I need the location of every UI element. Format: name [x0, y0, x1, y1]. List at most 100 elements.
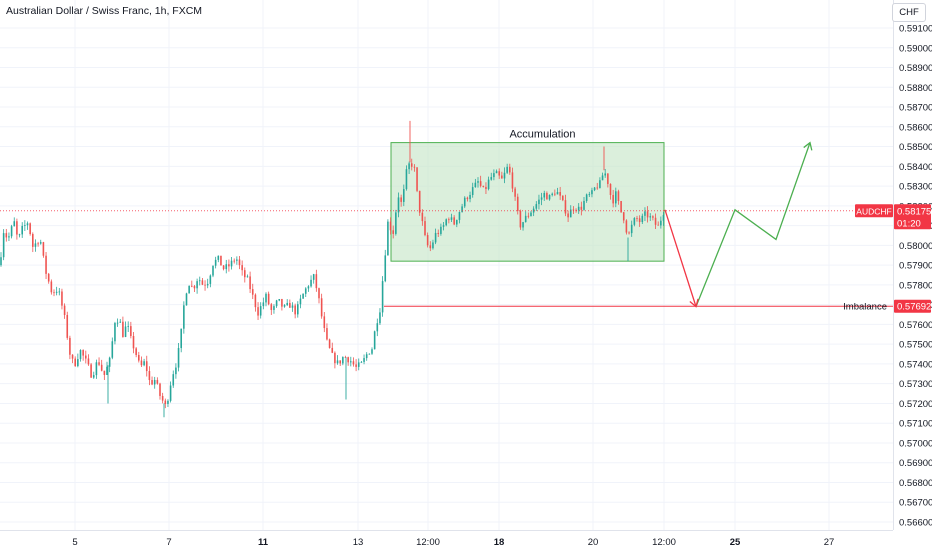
candle-body — [625, 220, 628, 233]
candle-body — [212, 265, 214, 276]
price-axis[interactable]: 0.59100 0.59000 0.58900 0.58800 0.58700 0.586… — [893, 0, 932, 530]
candle-body — [236, 259, 238, 261]
candle — [130, 321, 132, 339]
candle — [458, 211, 461, 224]
candle — [135, 347, 137, 358]
candle — [546, 191, 548, 200]
candle — [175, 363, 177, 379]
candle — [580, 201, 583, 216]
candle — [238, 255, 241, 270]
candle — [191, 280, 193, 288]
candle-body — [434, 232, 437, 243]
candle-body — [108, 357, 111, 367]
candle-body — [543, 192, 546, 198]
candle — [490, 172, 493, 181]
currency-button[interactable]: CHF — [892, 3, 926, 22]
candle-body — [116, 322, 119, 324]
candle-body — [641, 215, 644, 223]
candle — [156, 377, 159, 385]
candle-body — [607, 173, 609, 184]
candle — [47, 272, 50, 284]
candle — [193, 284, 196, 293]
candle — [103, 370, 106, 380]
candle — [34, 239, 37, 252]
y-tick-label: 0.57200 — [899, 399, 932, 410]
candle — [108, 356, 111, 373]
y-tick-label: 0.57600 — [899, 320, 932, 331]
candle-body — [479, 181, 482, 186]
candle-body — [286, 302, 288, 306]
candle — [416, 167, 418, 193]
imbalance-badge[interactable]: 0.57692 — [894, 299, 931, 313]
candle-body — [225, 264, 228, 270]
x-tick-label: 20 — [588, 537, 599, 548]
forecast-up-leg[interactable] — [695, 142, 811, 307]
candle-body — [220, 255, 222, 266]
candle — [373, 330, 376, 350]
candle-body — [389, 221, 392, 231]
candle — [437, 229, 440, 238]
candle — [273, 304, 275, 314]
candle — [196, 278, 198, 294]
accumulation-box[interactable] — [390, 142, 665, 262]
candle — [148, 366, 151, 386]
candle — [479, 175, 482, 188]
candle — [657, 221, 659, 226]
candle — [119, 318, 122, 323]
time-axis[interactable]: 5 7 11 13 12:00 18 20 12:00 25 27 — [0, 530, 893, 549]
candle-body — [437, 232, 440, 234]
forecast-path[interactable] — [664, 141, 813, 308]
candle — [588, 191, 591, 197]
candle-body — [135, 348, 137, 355]
candle-body — [281, 299, 283, 307]
candle — [564, 194, 567, 217]
candle-body — [556, 192, 559, 195]
candle-body — [622, 212, 625, 221]
candle — [328, 338, 331, 349]
forecast-down-leg[interactable] — [664, 209, 697, 307]
candle — [498, 168, 500, 179]
candle-body — [405, 169, 408, 190]
candle — [577, 203, 580, 214]
candle — [246, 274, 249, 278]
candle — [530, 210, 532, 217]
candle-body — [339, 360, 341, 364]
y-tick-label: 0.58800 — [899, 83, 932, 94]
candle-body — [10, 226, 13, 237]
candle — [92, 371, 95, 379]
candle-body — [244, 270, 246, 278]
candle-body — [249, 276, 251, 290]
candle-body — [636, 218, 638, 219]
candle — [466, 196, 469, 202]
candle — [347, 356, 349, 366]
candle-body — [487, 179, 490, 190]
candle — [304, 287, 307, 298]
symbol-title[interactable]: Australian Dollar / Swiss Franc, 1h, FXC… — [6, 5, 203, 17]
accumulation-zone[interactable]: Accumulation — [390, 129, 665, 262]
candle — [387, 219, 389, 256]
candle — [69, 335, 71, 360]
candle — [397, 192, 400, 218]
countdown-value: 01:20 — [897, 218, 921, 229]
candle — [612, 189, 614, 208]
candle — [281, 298, 283, 311]
candle — [511, 167, 514, 193]
candle-body — [289, 302, 291, 308]
candle — [493, 169, 495, 181]
candle — [124, 321, 127, 338]
candle — [418, 190, 421, 216]
candle-body — [471, 187, 474, 195]
candle — [572, 206, 575, 215]
candle — [463, 196, 466, 209]
candle-body — [630, 224, 633, 234]
candle-body — [228, 264, 230, 267]
candle-body — [153, 379, 156, 385]
candle — [583, 196, 585, 211]
candle-body — [304, 288, 307, 294]
candle-body — [47, 273, 50, 282]
candle — [188, 285, 190, 294]
candle-body — [498, 171, 500, 176]
candle-body — [193, 286, 196, 289]
